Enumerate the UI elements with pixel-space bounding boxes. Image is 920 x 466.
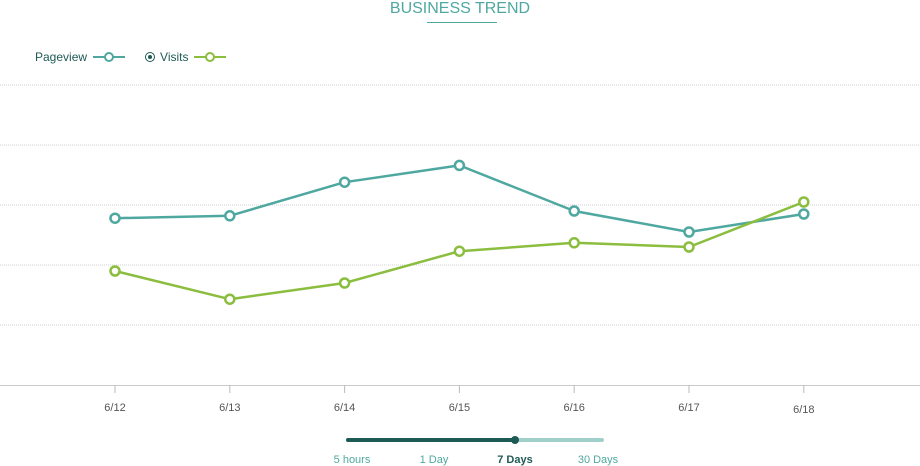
data-point-visits[interactable] [109,265,121,277]
visits-line-icon [194,52,227,62]
range-option[interactable]: 5 hours [333,454,371,466]
radio-dot-icon [145,52,156,62]
pageview-line-icon [93,52,126,62]
data-point-pageview[interactable] [683,226,695,238]
x-tick-label: 6/16 [563,402,584,414]
x-tick-label: 6/13 [219,402,240,414]
legend-item-pageview[interactable]: Pageview [35,50,126,64]
data-point-pageview[interactable] [798,208,810,220]
data-point-pageview[interactable] [338,176,351,188]
line-chart: 6/12 6/13 6/14 6/15 6/16 6/17 6/18 [0,84,920,416]
range-slider[interactable] [0,436,920,456]
data-point-visits[interactable] [683,241,695,253]
data-point-visits[interactable] [338,277,351,289]
legend-label-pageview: Pageview [35,50,88,64]
x-tick-label: 6/14 [334,402,355,414]
legend-item-visits[interactable]: Visits [145,50,227,64]
x-tick-label: 6/18 [793,404,814,416]
data-point-visits[interactable] [453,245,466,257]
data-point-pageview[interactable] [453,159,466,172]
x-tick-label: 6/15 [449,402,470,414]
legend: Pageview Visits [35,50,246,64]
data-point-pageview[interactable] [568,205,580,217]
range-handle[interactable] [511,436,519,444]
range-option[interactable]: 30 Days [577,454,619,466]
data-point-visits[interactable] [224,293,236,305]
data-point-visits[interactable] [568,237,580,249]
data-point-visits[interactable] [798,196,810,208]
legend-label-visits: Visits [160,50,189,64]
x-tick-label: 6/12 [104,402,125,414]
range-option[interactable]: 7 Days [497,454,533,466]
data-point-pageview[interactable] [109,212,121,224]
chart-title: BUSINESS TREND [389,0,531,17]
range-option[interactable]: 1 Day [419,454,449,466]
data-point-pageview[interactable] [224,210,236,222]
title-underline [427,22,497,23]
x-tick-label: 6/17 [678,402,699,414]
series-line-pageview [114,164,804,234]
